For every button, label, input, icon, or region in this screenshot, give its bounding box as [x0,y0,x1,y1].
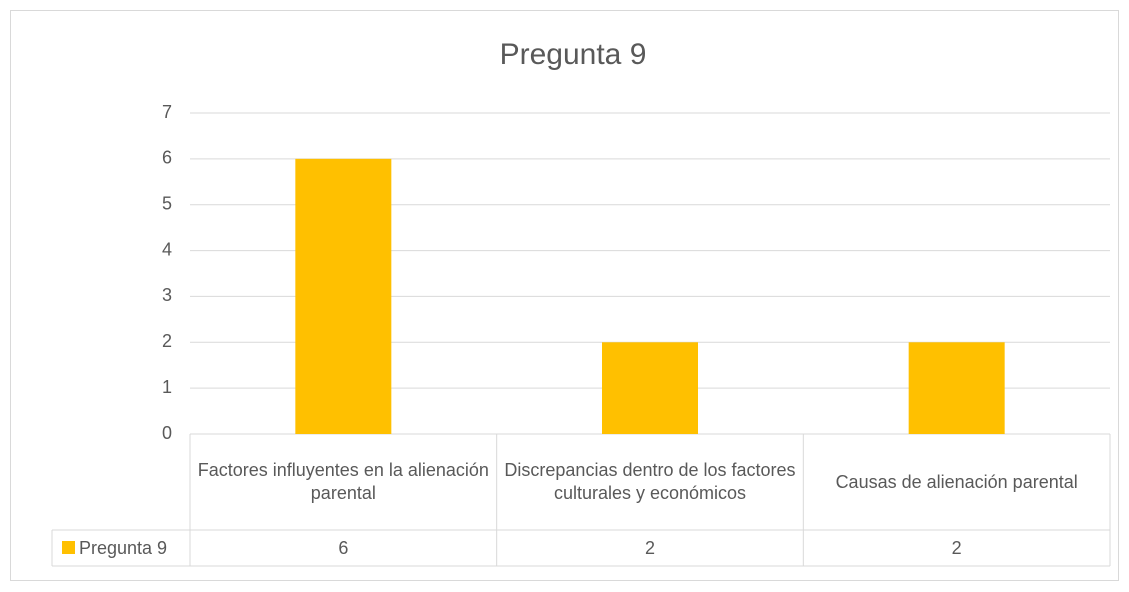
y-tick-label: 4 [162,239,172,259]
x-tick-label: Causas de alienación parental [835,471,1078,492]
bar [295,158,392,434]
table-value: 2 [645,538,655,558]
table-value: 2 [952,538,962,558]
chart-border [10,10,1119,581]
bar [602,342,698,434]
x-tick-label: Discrepancias dentro de los factores cul… [504,460,796,503]
y-tick-label: 5 [162,193,172,213]
y-tick-label: 6 [162,148,172,168]
y-tick-label: 7 [162,102,172,122]
y-tick-label: 0 [162,423,172,443]
table-value: 6 [338,538,348,558]
y-tick-label: 3 [162,285,172,305]
chart-title: Pregunta 9 [500,38,647,71]
x-tick-label: Factores influyentes en la alienación pa… [197,460,489,503]
bar [908,342,1005,434]
y-tick-label: 2 [162,331,172,351]
legend-label: Pregunta 9 [79,538,167,558]
y-tick-label: 1 [162,377,172,397]
legend-swatch [62,541,75,554]
